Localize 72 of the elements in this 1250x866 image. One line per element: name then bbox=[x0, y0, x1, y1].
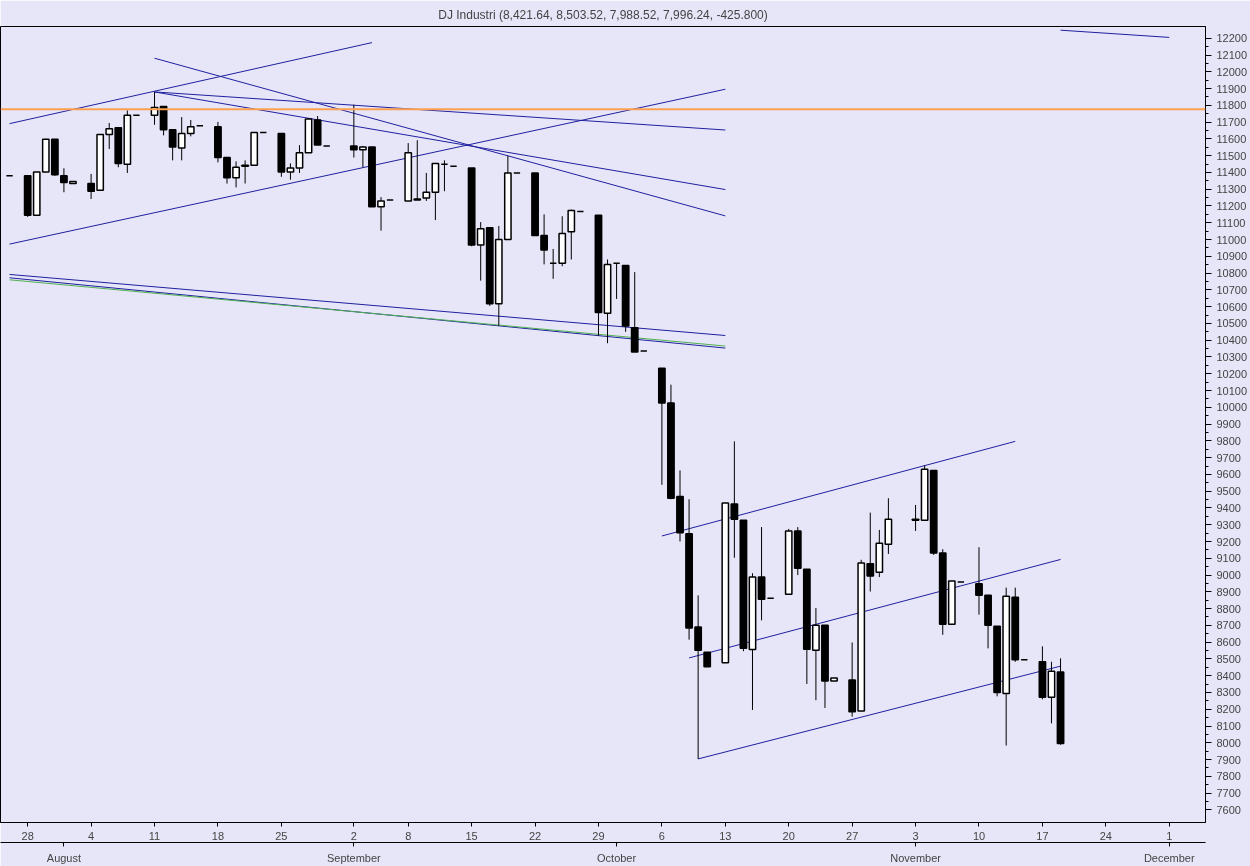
x2-tick-label: September bbox=[326, 851, 382, 864]
x-tick-label: 4 bbox=[88, 829, 95, 842]
y-tick-label: 9200 bbox=[1216, 535, 1241, 548]
y-tick-label: 11700 bbox=[1216, 116, 1247, 129]
y-tick-label: 10300 bbox=[1216, 350, 1248, 363]
y-tick-label: 9400 bbox=[1216, 501, 1241, 514]
y-tick-label: 11600 bbox=[1216, 132, 1247, 145]
y-tick-label: 8500 bbox=[1216, 652, 1241, 665]
y-tick-label: 10000 bbox=[1216, 401, 1248, 414]
y-tick-label: 9500 bbox=[1216, 485, 1241, 498]
y-tick-label: 11900 bbox=[1216, 82, 1247, 95]
x-tick-label: 17 bbox=[1036, 829, 1049, 842]
y-tick-label: 10500 bbox=[1216, 317, 1248, 330]
x-tick-label: 20 bbox=[782, 829, 795, 842]
y-tick-label: 11400 bbox=[1216, 166, 1247, 179]
y-tick-label: 10700 bbox=[1216, 283, 1248, 296]
y-tick-label: 8300 bbox=[1216, 686, 1241, 699]
x-tick-label: 1 bbox=[1166, 829, 1173, 842]
y-tick-label: 12000 bbox=[1216, 65, 1248, 78]
y-tick-label: 10800 bbox=[1216, 267, 1248, 280]
y-tick-label: 12200 bbox=[1216, 32, 1248, 45]
x-tick-label: 15 bbox=[465, 829, 478, 842]
y-tick-label: 8700 bbox=[1216, 619, 1241, 632]
y-tick-label: 9600 bbox=[1216, 468, 1241, 481]
y-tick-label: 8800 bbox=[1216, 602, 1241, 615]
x-tick-label: 28 bbox=[21, 829, 34, 842]
y-tick-label: 8400 bbox=[1216, 669, 1241, 682]
y-tick-label: 9800 bbox=[1216, 434, 1241, 447]
y-tick-label: 11000 bbox=[1216, 233, 1247, 246]
x2-tick-label: August bbox=[46, 851, 82, 864]
y-tick-label: 10400 bbox=[1216, 334, 1248, 347]
y-tick-label: 7900 bbox=[1216, 753, 1241, 766]
x-tick-label: 22 bbox=[528, 829, 542, 842]
y-tick-label: 9000 bbox=[1216, 569, 1241, 582]
y-tick-label: 11200 bbox=[1216, 200, 1247, 212]
y-tick-label: 9700 bbox=[1216, 451, 1241, 464]
x-tick-label: 18 bbox=[211, 829, 225, 842]
y-tick-label: 7700 bbox=[1216, 787, 1241, 800]
y-tick-label: 10600 bbox=[1216, 300, 1248, 313]
x-tick-label: 13 bbox=[719, 829, 732, 842]
y-tick-label: 9300 bbox=[1216, 518, 1241, 531]
x2-tick-label: October bbox=[597, 851, 637, 864]
chart-title: DJ Industri (8,421.64, 8,503.52, 7,988.52, 7,996.24, -425.800) bbox=[438, 7, 768, 22]
y-tick-label: 7800 bbox=[1216, 770, 1241, 783]
x-tick-label: 2 bbox=[350, 829, 357, 842]
x-tick-label: 24 bbox=[1099, 829, 1112, 842]
y-tick-label: 11100 bbox=[1216, 216, 1246, 229]
y-tick-label: 10100 bbox=[1216, 384, 1248, 397]
y-tick-label: 11800 bbox=[1216, 99, 1247, 112]
x-tick-label: 8 bbox=[405, 829, 412, 842]
x-tick-label: 3 bbox=[912, 829, 919, 842]
y-tick-label: 8100 bbox=[1216, 720, 1241, 733]
y-tick-label: 9100 bbox=[1216, 552, 1241, 565]
y-tick-label: 8000 bbox=[1216, 736, 1241, 749]
y-tick-label: 8900 bbox=[1216, 585, 1241, 598]
y-tick-label: 11500 bbox=[1216, 149, 1247, 162]
x-tick-label: 11 bbox=[148, 829, 161, 842]
y-tick-label: 8200 bbox=[1216, 703, 1241, 716]
y-tick-label: 7600 bbox=[1216, 803, 1241, 816]
y-tick-label: 10200 bbox=[1216, 367, 1248, 380]
x-tick-label: 29 bbox=[592, 829, 605, 842]
y-tick-label: 8600 bbox=[1216, 636, 1241, 649]
x-tick-label: 10 bbox=[972, 829, 986, 842]
y-tick-label: 10900 bbox=[1216, 250, 1248, 263]
y-tick-label: 11300 bbox=[1216, 183, 1247, 196]
x-tick-label: 27 bbox=[846, 829, 859, 842]
x-tick-label: 6 bbox=[658, 829, 665, 842]
x-tick-label: 25 bbox=[275, 829, 288, 842]
y-tick-label: 9900 bbox=[1216, 418, 1241, 431]
x2-tick-label: November bbox=[890, 851, 942, 864]
y-tick-label: 12100 bbox=[1216, 49, 1248, 62]
x2-tick-label: December bbox=[1143, 851, 1195, 864]
